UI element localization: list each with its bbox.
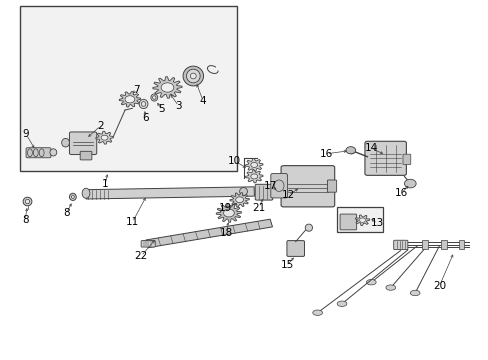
Ellipse shape bbox=[61, 138, 69, 147]
Ellipse shape bbox=[312, 310, 322, 315]
Circle shape bbox=[161, 83, 173, 92]
Text: 10: 10 bbox=[228, 156, 241, 166]
Text: 8: 8 bbox=[63, 208, 70, 218]
Polygon shape bbox=[86, 187, 254, 199]
FancyBboxPatch shape bbox=[402, 154, 410, 165]
Text: 16: 16 bbox=[319, 149, 332, 159]
Text: 21: 21 bbox=[252, 203, 265, 213]
Ellipse shape bbox=[23, 197, 32, 206]
Ellipse shape bbox=[25, 199, 30, 204]
Text: 7: 7 bbox=[133, 85, 139, 95]
Ellipse shape bbox=[190, 73, 196, 79]
Text: 11: 11 bbox=[125, 217, 139, 227]
Text: 8: 8 bbox=[22, 215, 28, 225]
Circle shape bbox=[235, 197, 243, 203]
Bar bbox=[336, 207, 383, 232]
Polygon shape bbox=[229, 193, 249, 207]
Text: 12: 12 bbox=[281, 190, 294, 200]
Ellipse shape bbox=[139, 99, 148, 109]
FancyBboxPatch shape bbox=[255, 184, 272, 200]
Circle shape bbox=[359, 218, 365, 222]
Text: 3: 3 bbox=[175, 101, 182, 111]
Ellipse shape bbox=[336, 301, 346, 306]
FancyBboxPatch shape bbox=[26, 148, 51, 158]
Polygon shape bbox=[245, 158, 263, 171]
FancyBboxPatch shape bbox=[281, 166, 334, 207]
Polygon shape bbox=[355, 215, 369, 226]
FancyBboxPatch shape bbox=[270, 174, 287, 198]
Ellipse shape bbox=[151, 94, 158, 101]
Ellipse shape bbox=[409, 290, 419, 296]
Polygon shape bbox=[119, 91, 141, 107]
FancyBboxPatch shape bbox=[80, 151, 92, 160]
FancyBboxPatch shape bbox=[327, 180, 336, 192]
Text: 16: 16 bbox=[394, 188, 407, 198]
FancyBboxPatch shape bbox=[393, 240, 407, 249]
Ellipse shape bbox=[183, 66, 203, 86]
Circle shape bbox=[101, 135, 108, 140]
Bar bbox=[441, 240, 447, 249]
Text: 6: 6 bbox=[142, 113, 148, 123]
Circle shape bbox=[223, 209, 234, 217]
Polygon shape bbox=[153, 77, 182, 98]
Circle shape bbox=[250, 162, 257, 167]
Ellipse shape bbox=[305, 224, 312, 231]
FancyBboxPatch shape bbox=[141, 240, 155, 247]
FancyBboxPatch shape bbox=[69, 132, 97, 154]
Ellipse shape bbox=[186, 69, 200, 83]
Text: 14: 14 bbox=[364, 143, 377, 153]
Ellipse shape bbox=[82, 188, 90, 198]
Circle shape bbox=[404, 179, 415, 188]
Ellipse shape bbox=[141, 102, 145, 106]
Text: 4: 4 bbox=[199, 96, 206, 106]
FancyBboxPatch shape bbox=[339, 214, 356, 230]
Text: 2: 2 bbox=[97, 121, 104, 131]
Bar bbox=[458, 240, 464, 249]
FancyBboxPatch shape bbox=[286, 240, 304, 256]
Ellipse shape bbox=[71, 195, 74, 198]
Polygon shape bbox=[145, 219, 272, 248]
Text: 5: 5 bbox=[158, 104, 164, 114]
Polygon shape bbox=[96, 131, 113, 144]
Circle shape bbox=[345, 147, 355, 154]
Ellipse shape bbox=[50, 149, 57, 156]
Bar bbox=[20, 6, 237, 171]
Polygon shape bbox=[216, 204, 241, 222]
Text: 15: 15 bbox=[280, 260, 293, 270]
Ellipse shape bbox=[69, 193, 76, 201]
Ellipse shape bbox=[239, 188, 247, 195]
Text: 13: 13 bbox=[370, 219, 384, 228]
Ellipse shape bbox=[366, 279, 375, 285]
FancyBboxPatch shape bbox=[364, 141, 406, 175]
Ellipse shape bbox=[152, 96, 156, 99]
Text: 20: 20 bbox=[432, 281, 445, 291]
Text: 19: 19 bbox=[218, 203, 231, 213]
Text: 1: 1 bbox=[102, 179, 109, 189]
Circle shape bbox=[125, 96, 135, 103]
Text: 17: 17 bbox=[263, 181, 276, 191]
Ellipse shape bbox=[347, 147, 354, 154]
Ellipse shape bbox=[385, 285, 395, 290]
Text: 9: 9 bbox=[22, 129, 29, 139]
Polygon shape bbox=[245, 170, 263, 183]
Text: 22: 22 bbox=[134, 251, 147, 261]
Text: 18: 18 bbox=[220, 228, 233, 238]
Bar bbox=[421, 240, 427, 249]
Circle shape bbox=[250, 174, 257, 179]
